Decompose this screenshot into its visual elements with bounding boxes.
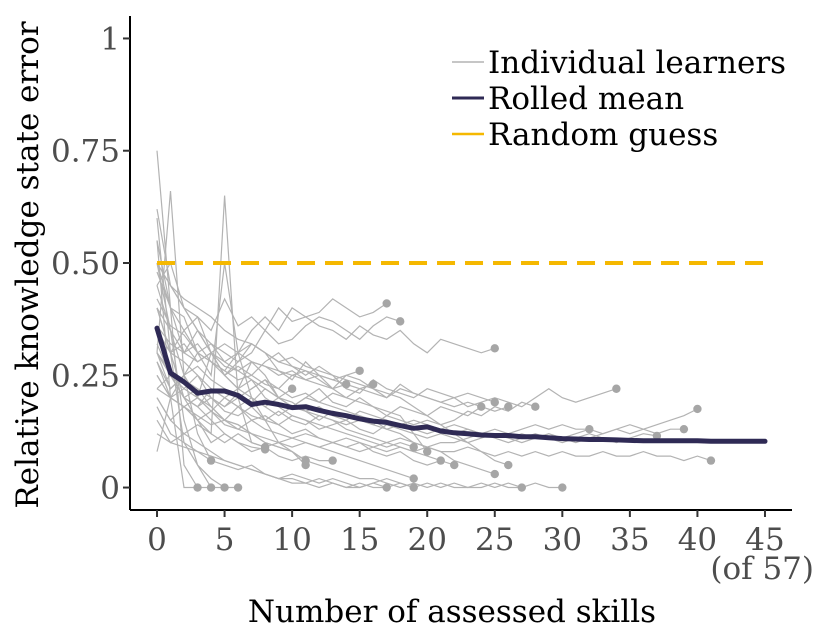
individual-learner-line: [156, 352, 333, 462]
individual-learner-line: [156, 361, 617, 408]
individual-learner-endpoint: [558, 483, 567, 492]
individual-learner-endpoint: [477, 402, 486, 411]
x-tick-label: 10: [272, 522, 311, 558]
y-axis-title: Relative knowledge state error: [10, 21, 46, 508]
individual-learner-endpoint: [193, 483, 202, 492]
individual-learner-endpoint: [341, 380, 351, 389]
x-axis-title: Number of assessed skills: [248, 594, 656, 630]
individual-learner-endpoint: [368, 380, 378, 389]
individual-learner-endpoint: [233, 483, 243, 492]
individual-learner-endpoint: [206, 456, 216, 465]
y-tick-label: 0.25: [51, 358, 120, 394]
x-tick-label: 45: [745, 522, 784, 558]
individual-learner-endpoint: [260, 442, 270, 452]
x-axis-ticks: 0 5 10 15 20 25 30 35 40 45: [147, 510, 785, 558]
individual-learner-endpoint: [409, 474, 418, 483]
individual-learner-endpoint: [490, 398, 499, 407]
x-tick-label: 20: [407, 522, 446, 558]
individual-learner-endpoint: [409, 483, 418, 492]
individual-learner-endpoint: [355, 366, 364, 375]
individual-learner-line: [156, 352, 522, 489]
x-tick-label: 15: [340, 522, 379, 558]
individual-learner-endpoint: [450, 460, 459, 470]
individual-learner-lines: [156, 150, 712, 489]
individual-learner-line: [156, 352, 509, 417]
y-tick-label: 0.50: [51, 246, 120, 282]
individual-learner-endpoint: [436, 456, 445, 465]
individual-learner-endpoint: [220, 483, 229, 492]
legend-label: Individual learners: [488, 45, 786, 81]
individual-learner-line: [156, 325, 360, 381]
x-tick-label: 5: [215, 522, 235, 558]
y-tick-label: 0.75: [51, 134, 120, 170]
individual-learner-endpoint: [396, 317, 405, 326]
individual-learner-endpoint: [585, 424, 594, 434]
x-tick-label: 25: [475, 522, 514, 558]
individual-learner-endpoint: [612, 384, 621, 393]
individual-learner-endpoint: [679, 424, 689, 434]
individual-learner-endpoint: [206, 483, 216, 492]
individual-learner-endpoint: [517, 483, 526, 492]
individual-learner-endpoint: [693, 404, 702, 414]
y-tick-label: 1: [100, 21, 120, 57]
legend-label: Rolled mean: [488, 81, 684, 117]
individual-learner-endpoint: [490, 469, 499, 479]
individual-learner-line: [156, 388, 414, 480]
individual-learner-line: [156, 396, 698, 439]
individual-learner-endpoint: [328, 456, 337, 465]
individual-learner-line: [156, 208, 388, 332]
individual-learner-endpoint: [490, 344, 499, 353]
individual-learner-line: [156, 240, 307, 466]
individual-learner-line: [156, 374, 657, 448]
individual-learner-endpoint: [382, 299, 391, 308]
y-axis-ticks: 0 0.25 0.50 0.75 1: [51, 21, 130, 507]
individual-learner-line: [156, 433, 414, 489]
individual-learner-line: [156, 298, 495, 475]
x-tick-label: 35: [610, 522, 649, 558]
individual-learner-endpoint: [531, 402, 540, 411]
x-tick-label: 30: [543, 522, 582, 558]
individual-learner-endpoint: [504, 460, 513, 470]
individual-learner-endpoint: [652, 431, 662, 441]
individual-learner-endpoint: [287, 384, 297, 393]
individual-learner-line: [156, 397, 387, 489]
individual-learner-endpoints: [193, 299, 716, 492]
individual-learner-endpoint: [504, 402, 513, 411]
x-tick-label: 0: [147, 522, 167, 558]
individual-learner-line: [156, 262, 347, 385]
individual-learner-line: [156, 261, 495, 354]
individual-learner-line: [156, 307, 266, 450]
individual-learner-line: [156, 218, 225, 489]
individual-learner-endpoint: [301, 460, 310, 470]
individual-learner-line: [156, 361, 455, 466]
x-tick-label: 40: [678, 522, 717, 558]
individual-learner-line: [156, 191, 293, 400]
individual-learner-endpoint: [382, 483, 391, 492]
individual-learner-endpoint: [409, 442, 418, 452]
x-axis-suffix: (of 57): [710, 551, 814, 587]
y-tick-label: 0: [100, 471, 120, 507]
individual-learner-line: [156, 352, 374, 408]
individual-learner-endpoint: [423, 447, 432, 456]
legend-label: Random guess: [488, 117, 718, 153]
individual-learner-line: [156, 271, 441, 462]
individual-learner-line: [156, 195, 266, 448]
individual-learner-endpoint: [706, 456, 716, 465]
rolled-mean-line: [154, 325, 768, 444]
individual-learner-line: [156, 307, 414, 448]
